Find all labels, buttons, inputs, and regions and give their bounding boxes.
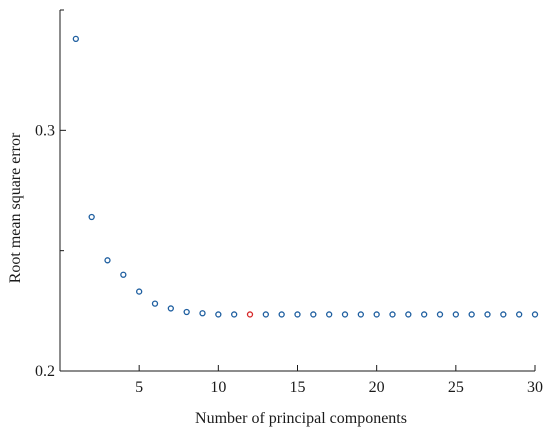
data-point bbox=[278, 311, 285, 318]
y-axis-label: Root mean square error bbox=[7, 132, 24, 283]
data-point bbox=[231, 311, 238, 318]
data-point bbox=[421, 311, 428, 318]
data-point bbox=[389, 311, 396, 318]
data-point bbox=[151, 300, 159, 307]
chart-ticks: 0.2 0.3 5 10 15 20 25 30 bbox=[35, 9, 543, 396]
data-point bbox=[120, 271, 127, 278]
data-point bbox=[516, 311, 523, 318]
data-point bbox=[310, 311, 317, 318]
x-tick-label: 15 bbox=[290, 379, 306, 396]
highlighted-data-point bbox=[246, 311, 254, 318]
data-point bbox=[72, 35, 79, 43]
y-tick-label: 0.3 bbox=[35, 122, 55, 139]
data-point bbox=[199, 310, 206, 317]
x-tick-label: 25 bbox=[448, 379, 464, 396]
data-point bbox=[500, 311, 507, 318]
x-tick-label: 5 bbox=[135, 379, 143, 396]
data-point bbox=[104, 257, 111, 264]
x-axis-label: Number of principal components bbox=[195, 410, 407, 427]
data-point bbox=[294, 311, 301, 318]
y-tick-label: 0.2 bbox=[35, 363, 55, 380]
data-point bbox=[167, 305, 174, 312]
data-point bbox=[136, 288, 143, 295]
x-tick-label: 20 bbox=[369, 379, 385, 396]
x-tick-label: 30 bbox=[527, 379, 543, 396]
data-point bbox=[468, 311, 475, 318]
data-point bbox=[373, 311, 380, 318]
data-point bbox=[215, 311, 222, 318]
data-point bbox=[531, 311, 539, 318]
data-point bbox=[405, 311, 412, 318]
data-point bbox=[88, 213, 95, 221]
chart-points bbox=[72, 35, 539, 318]
data-point bbox=[341, 311, 349, 318]
data-point bbox=[452, 311, 459, 318]
x-tick-label: 10 bbox=[210, 379, 226, 396]
data-point bbox=[183, 308, 190, 316]
data-point bbox=[484, 311, 491, 318]
data-point bbox=[436, 311, 444, 318]
data-point bbox=[357, 311, 364, 318]
data-point bbox=[262, 311, 269, 318]
data-point bbox=[326, 311, 333, 318]
